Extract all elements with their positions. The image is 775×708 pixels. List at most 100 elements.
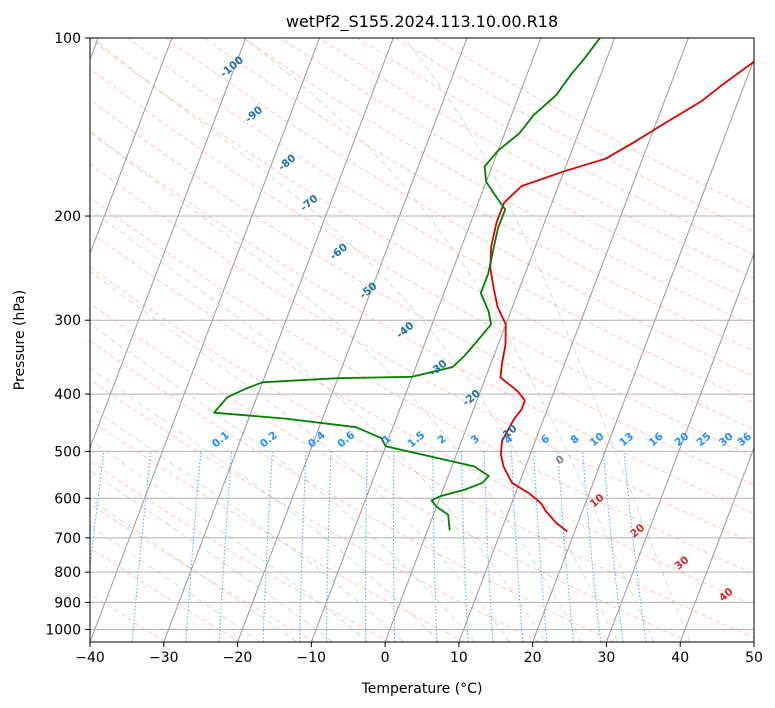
mixing-ratio-label: 3 bbox=[469, 433, 482, 447]
moist-adiabat-label: -80 bbox=[276, 152, 298, 173]
mixing-ratio-line bbox=[432, 451, 438, 642]
moist-adiabat bbox=[90, 525, 261, 642]
dry-adiabat bbox=[90, 163, 754, 544]
mixing-ratio-line bbox=[393, 451, 396, 642]
chart-title: wetPf2_S155.2024.113.10.00.R18 bbox=[286, 12, 558, 32]
y-tick-label: 600 bbox=[54, 491, 81, 507]
mixing-ratio-label: 13 bbox=[617, 430, 636, 449]
isotherm-line bbox=[90, 38, 320, 642]
isotherm-line bbox=[310, 38, 542, 642]
series-layer bbox=[213, 38, 754, 533]
dry-adiabat bbox=[90, 266, 754, 639]
x-axis-label: Temperature (°C) bbox=[361, 681, 483, 697]
mixing-ratio-label: 30 bbox=[717, 430, 736, 449]
moist-adiabat-label: -60 bbox=[328, 241, 350, 262]
isotherm-line bbox=[163, 38, 394, 642]
moist-adiabat-label: -30 bbox=[427, 358, 449, 379]
moist-adiabat bbox=[90, 405, 404, 642]
dry-adiabat bbox=[90, 340, 615, 642]
label-layer: 010203040-100-90-80-70-60-50-40-30-20-10… bbox=[210, 54, 754, 604]
isotherm-line bbox=[237, 38, 468, 642]
isotherm-line bbox=[753, 640, 754, 642]
dry-adiabat bbox=[90, 547, 241, 642]
dry-adiabat-label: 10 bbox=[588, 492, 607, 511]
dry-adiabat bbox=[433, 38, 754, 211]
mixing-ratio-line bbox=[185, 451, 202, 642]
mixing-ratio-line bbox=[511, 451, 524, 642]
mixing-ratio-label: 10 bbox=[588, 430, 607, 449]
dry-adiabat bbox=[90, 378, 540, 642]
mixing-ratio-label: 16 bbox=[647, 430, 666, 449]
y-tick-label: 400 bbox=[54, 387, 81, 403]
dry-adiabat bbox=[90, 98, 754, 486]
y-tick-label: 1000 bbox=[45, 622, 81, 638]
dry-adiabat bbox=[90, 502, 316, 642]
dry-adiabat bbox=[280, 38, 754, 303]
isotherm-line bbox=[90, 38, 247, 450]
mixing-ratio-line bbox=[262, 451, 273, 642]
mixing-ratio-line bbox=[582, 451, 602, 642]
mixing-ratio-line bbox=[90, 451, 105, 573]
moist-adiabat-label: -40 bbox=[394, 320, 416, 341]
dry-adiabat bbox=[90, 302, 690, 642]
y-tick-label: 500 bbox=[54, 444, 81, 460]
x-tick-label: −40 bbox=[75, 650, 105, 666]
isotherm-line bbox=[605, 252, 754, 642]
dry-adiabat bbox=[242, 38, 754, 327]
dry-adiabat bbox=[90, 67, 754, 458]
isotherm-line bbox=[679, 446, 754, 642]
isotherm-line bbox=[384, 38, 616, 642]
axis-layer: −40 −30 −20 −10 0 10 20 30 40 5010020030040050060… bbox=[45, 31, 763, 666]
dry-adiabat-label: 40 bbox=[717, 586, 736, 605]
mixing-ratio-label: 1 bbox=[380, 433, 393, 447]
mixing-ratio-label: 8 bbox=[568, 433, 581, 447]
mixing-ratio-line bbox=[325, 451, 332, 642]
profile-line bbox=[213, 38, 601, 531]
mixing-ratio-line bbox=[299, 451, 307, 642]
mixing-ratio-label: 2 bbox=[436, 433, 449, 447]
x-tick-label: 20 bbox=[524, 650, 542, 666]
dry-adiabat bbox=[204, 38, 754, 352]
x-tick-label: 40 bbox=[671, 650, 689, 666]
moist-adiabat-label: -50 bbox=[357, 280, 379, 301]
moist-adiabat bbox=[90, 270, 511, 642]
x-tick-label: −20 bbox=[223, 650, 253, 666]
moist-adiabat-label: -100 bbox=[218, 54, 246, 80]
moist-adiabat bbox=[90, 131, 582, 642]
isotherm-line bbox=[90, 38, 173, 256]
moist-adiabat bbox=[90, 208, 547, 642]
dry-adiabat bbox=[90, 231, 754, 606]
x-tick-label: 50 bbox=[745, 650, 763, 666]
dry-adiabat-label: 0 bbox=[554, 453, 567, 467]
mixing-ratio-line bbox=[602, 451, 624, 642]
y-tick-label: 200 bbox=[54, 209, 81, 225]
x-tick-label: 10 bbox=[450, 650, 468, 666]
x-tick-label: −10 bbox=[297, 650, 327, 666]
mixing-ratio-label: 25 bbox=[695, 430, 714, 449]
mixing-ratio-line bbox=[623, 451, 647, 642]
moist-adiabat bbox=[244, 38, 655, 642]
moist-adiabat-label: -70 bbox=[298, 193, 320, 214]
moist-adiabat bbox=[90, 498, 297, 642]
dry-adiabat bbox=[90, 130, 754, 515]
isotherm-line bbox=[458, 38, 689, 642]
y-axis-label: Pressure (hPa) bbox=[12, 290, 28, 390]
dry-adiabat bbox=[318, 38, 754, 279]
dry-adiabat bbox=[90, 460, 391, 642]
mixing-ratio-line bbox=[557, 451, 574, 642]
x-tick-label: −30 bbox=[149, 650, 179, 666]
plot-frame bbox=[89, 37, 755, 643]
moist-adiabat-label: -20 bbox=[461, 387, 483, 408]
mixing-ratio-label: 36 bbox=[735, 430, 754, 449]
mixing-ratio-line bbox=[460, 451, 469, 642]
y-tick-label: 300 bbox=[54, 313, 81, 329]
mixing-ratio-label: 1.5 bbox=[405, 429, 427, 450]
moist-adiabat bbox=[403, 38, 691, 642]
grid-layer bbox=[90, 38, 754, 642]
profile-line bbox=[489, 60, 754, 533]
moist-adiabat bbox=[90, 439, 369, 642]
dry-adiabat bbox=[165, 38, 754, 378]
dry-adiabat bbox=[395, 38, 754, 233]
mixing-ratio-line bbox=[218, 451, 233, 642]
